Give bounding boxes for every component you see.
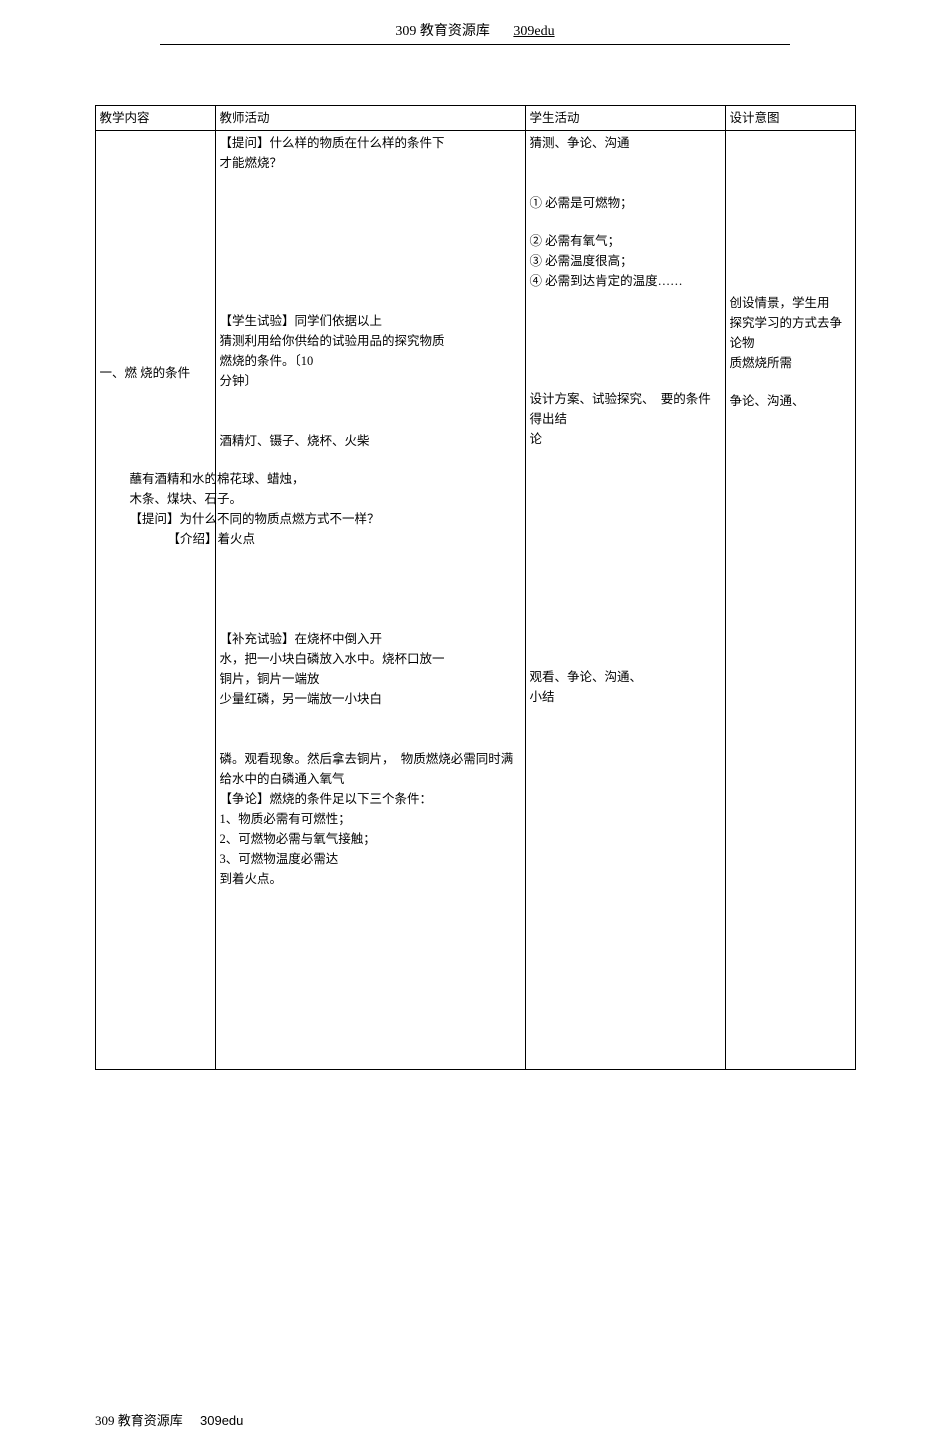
intent-line3: 质燃烧所需	[730, 353, 851, 373]
concl-1-text: 、物质必需有可燃性；	[226, 812, 351, 826]
plan-line1-b: 要的条件	[661, 392, 711, 406]
concl-3-text: 、可燃物温度必需达	[226, 852, 339, 866]
cell-student-activity: 猜测、争论、沟通 ① 必需是可燃物； ② 必需有氧气； ③ 必需温度很高； ④ …	[525, 131, 725, 1070]
exp2-line6: 给水中的白磷通入氧气	[220, 769, 521, 789]
cell-teaching-content: 一、燃 烧的条件	[95, 131, 215, 1070]
intro: 【介绍】着火点	[168, 529, 521, 549]
guess: 猜测、争论、沟通	[530, 133, 721, 153]
concl-3b: 到着火点。	[220, 869, 521, 889]
page-footer: 309 教育资源库 309edu	[0, 1070, 950, 1449]
concl-1: 1、物质必需有可燃性；	[220, 809, 521, 829]
lesson-table: 教学内容 教师活动 学生活动 设计意图 一、燃 烧的条件 【提问】什么样的物质在…	[95, 105, 856, 1070]
obs-line1: 观看、争论、沟通、	[530, 667, 721, 687]
exp1-line3: 燃烧的条件。〔10	[220, 351, 521, 371]
g1: ① 必需是可燃物；	[530, 193, 721, 213]
items-line1: 酒精灯、镊子、烧杯、火柴	[220, 431, 521, 451]
obs-line2: 小结	[530, 687, 721, 707]
page-header: 309 教育资源库 309edu	[0, 0, 950, 44]
g3: ③ 必需温度很高；	[530, 251, 721, 271]
cell-design-intent: 创设情景，学生用 探究学习的方式去争论物 质燃烧所需 争论、沟通、	[725, 131, 855, 1070]
exp2-line5: 磷。观看现象。然后拿去铜片， 物质燃烧必需同时满	[220, 749, 521, 769]
plan-line2: 得出结	[530, 409, 721, 429]
g4: ④ 必需到达肯定的温度……	[530, 271, 721, 291]
exp2-line4: 少量红磷，另一端放一小块白	[220, 689, 521, 709]
th-content: 教学内容	[95, 106, 215, 131]
items-line2: 蘸有酒精和水的棉花球、蜡烛，	[130, 469, 521, 489]
intent-line2: 探究学习的方式去争论物	[730, 313, 851, 353]
q2: 【提问】为什么不同的物质点燃方式不一样？	[130, 509, 521, 529]
header-title: 309 教育资源库	[395, 24, 490, 39]
exp1-line2: 猜测利用给你供给的试验用品的探究物质	[220, 331, 521, 351]
concl-title: 【争论】燃烧的条件足以下三个条件：	[220, 789, 521, 809]
concl-3: 3、可燃物温度必需达	[220, 849, 521, 869]
exp2-line1: 【补充试验】在烧杯中倒入开	[220, 629, 521, 649]
section-label: 一、燃 烧的条件	[100, 133, 211, 383]
exp2-line2: 水，把一小块白磷放入水中。烧杯口放一	[220, 649, 521, 669]
header-underline	[160, 44, 790, 45]
concl-2-text: 、可燃物必需与氧气接触；	[226, 832, 376, 846]
plan-line1-a: 设计方案、试验探究、	[530, 392, 655, 406]
header-code: 309edu	[513, 24, 554, 39]
intent-frag: 争论、沟通、	[730, 391, 851, 411]
exp2-line5-b: 物质燃烧必需同时满	[401, 752, 514, 766]
q1-line2: 才能燃烧？	[220, 153, 521, 173]
footer-code: 309edu	[200, 1413, 243, 1428]
g2: ② 必需有氧气；	[530, 231, 721, 251]
exp2-line3: 铜片，铜片一端放	[220, 669, 521, 689]
exp1-line1: 【学生试验】同学们依据以上	[220, 311, 521, 331]
q1-line1: 【提问】什么样的物质在什么样的条件下	[220, 133, 521, 153]
intent-line1: 创设情景，学生用	[730, 293, 851, 313]
th-student: 学生活动	[525, 106, 725, 131]
plan-line3: 论	[530, 429, 721, 449]
cell-teacher-activity: 【提问】什么样的物质在什么样的条件下 才能燃烧？ 【学生试验】同学们依据以上 猜…	[215, 131, 525, 1070]
table-header-row: 教学内容 教师活动 学生活动 设计意图	[95, 106, 855, 131]
exp2-line5-a: 磷。观看现象。然后拿去铜片，	[220, 752, 395, 766]
th-intent: 设计意图	[725, 106, 855, 131]
table-body-row: 一、燃 烧的条件 【提问】什么样的物质在什么样的条件下 才能燃烧？ 【学生试验】…	[95, 131, 855, 1070]
concl-2: 2、可燃物必需与氧气接触；	[220, 829, 521, 849]
exp1-line4: 分钟〕	[220, 371, 521, 391]
th-teacher: 教师活动	[215, 106, 525, 131]
plan-line1: 设计方案、试验探究、 要的条件	[530, 389, 721, 409]
footer-title: 309 教育资源库	[95, 1413, 183, 1428]
items-line3: 木条、煤块、石子。	[130, 489, 521, 509]
